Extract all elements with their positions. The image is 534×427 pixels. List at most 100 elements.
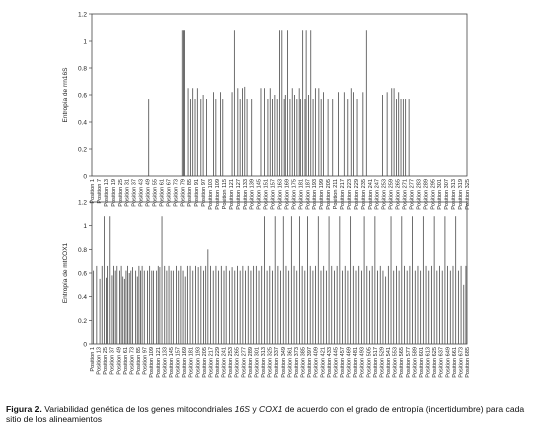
x-tick-label: Position 505 — [366, 347, 372, 378]
x-tick-label: Position 145 — [169, 347, 175, 378]
x-tick-label: Position 157 — [271, 179, 277, 210]
x-tick-label: Position 61 — [159, 179, 165, 207]
x-tick-label: Position 19 — [111, 179, 117, 207]
y-axis-label: Entropía de rrn16S — [62, 67, 69, 123]
x-tick-label: Position 553 — [393, 347, 399, 378]
x-tick-label: Position 121 — [229, 179, 235, 210]
x-tick-label: Position 49 — [146, 179, 152, 207]
x-tick-label: Position 97 — [201, 179, 207, 207]
x-tick-label: Position 25 — [103, 347, 109, 375]
x-tick-label: Position 277 — [409, 179, 415, 210]
x-tick-label: Position 649 — [445, 347, 451, 378]
x-tick-label: Position 1 — [90, 347, 96, 372]
x-tick-label: Position 109 — [149, 347, 155, 378]
x-tick-label: Position 127 — [236, 179, 242, 210]
caption-label: Figura 2. — [6, 404, 42, 414]
x-tick-label: Position 217 — [340, 179, 346, 210]
y-tick-label: 0.4 — [78, 120, 87, 127]
y-tick-label: 0.4 — [78, 294, 87, 301]
x-tick-label: Position 49 — [116, 347, 122, 375]
y-tick-label: 0.8 — [78, 247, 87, 254]
plot-frame — [91, 201, 468, 345]
caption-text-2: y — [249, 404, 260, 414]
y-tick-label: 0.6 — [78, 93, 87, 100]
x-tick-label: Position 193 — [312, 179, 318, 210]
x-tick-label: Position 313 — [261, 347, 267, 378]
x-tick-label: Position 43 — [139, 179, 145, 207]
chart-cox1: 0 0.2 0.4 0.6 0.8 1 1.2 Entropía de mtCOX1 Posit… — [62, 200, 471, 378]
x-tick-label: Position 79 — [180, 179, 186, 207]
x-tick-label: Position 637 — [439, 347, 445, 378]
x-tick-label: Position 325 — [465, 179, 471, 210]
x-tick-label: Position 529 — [379, 347, 385, 378]
x-tick-label: Position 13 — [104, 179, 110, 207]
caption-gene-cox1: COX1 — [259, 404, 283, 414]
x-tick-label: Position 565 — [399, 347, 405, 378]
x-tick-label: Position 265 — [235, 347, 241, 378]
x-tick-label: Position 493 — [360, 347, 366, 378]
x-tick-label: Position 445 — [333, 347, 339, 378]
x-tick-label: Position 163 — [278, 179, 284, 210]
x-tick-label: Position 685 — [465, 347, 471, 378]
x-tick-label: Position 7 — [97, 179, 103, 204]
x-tick-label: Position 247 — [375, 179, 381, 210]
x-tick-label: Position 541 — [386, 347, 392, 378]
x-tick-label: Position 469 — [347, 347, 353, 378]
figure-caption: Figura 2. Variabilidad genética de los g… — [6, 404, 530, 424]
x-tick-label: Position 301 — [254, 347, 260, 378]
x-tick-label: Position 55 — [153, 179, 159, 207]
y-tick-label: 1.2 — [78, 12, 87, 19]
x-tick-label: Position 217 — [208, 347, 214, 378]
x-tick-label: Position 577 — [406, 347, 412, 378]
caption-text-3: de acuerdo con el grado de entropía (inc… — [6, 404, 525, 424]
x-tick-label: Position 421 — [320, 347, 326, 378]
x-tick-label: Position 517 — [373, 347, 379, 378]
x-tick-label: Position 481 — [353, 347, 359, 378]
x-tick-label: Position 67 — [166, 179, 172, 207]
x-tick-label: Position 73 — [129, 347, 135, 375]
x-tick-label: Position 193 — [195, 347, 201, 378]
y-axis-label: Entropía de mtCOX1 — [62, 242, 69, 303]
x-tick-label: Position 31 — [125, 179, 131, 207]
x-tick-label: Position 241 — [368, 179, 374, 210]
x-tick-label: Position 229 — [354, 179, 360, 210]
x-tick-label: Position 283 — [416, 179, 422, 210]
x-tick-label: Position 253 — [382, 179, 388, 210]
x-tick-label: Position 625 — [432, 347, 438, 378]
y-tick-label: 0.2 — [78, 147, 87, 154]
x-tick-label: Position 259 — [389, 179, 395, 210]
x-tick-label: Position 265 — [396, 179, 402, 210]
y-tick-label: 0.2 — [78, 318, 87, 325]
x-tick-label: Position 361 — [287, 347, 293, 378]
x-tick-label: Position 181 — [189, 347, 195, 378]
x-tick-label: Position 205 — [202, 347, 208, 378]
x-tick-label: Position 85 — [187, 179, 193, 207]
x-tick-label: Position 433 — [327, 347, 333, 378]
caption-text-1: Variabilidad genética de los genes mitoc… — [41, 404, 235, 414]
y-tick-label: 1.2 — [78, 200, 87, 207]
y-tick-label: 0.6 — [78, 271, 87, 278]
x-tick-label: Position 409 — [314, 347, 320, 378]
y-tick-label: 1 — [83, 223, 87, 230]
x-tick-label: Position 175 — [291, 179, 297, 210]
x-tick-label: Position 253 — [228, 347, 234, 378]
chart-16s: 0 0.2 0.4 0.6 0.8 1 1.2 Entropía de rrn16S Posit… — [62, 12, 471, 210]
x-tick-label: Position 169 — [284, 179, 290, 210]
x-tick-label: Position 25 — [118, 179, 124, 207]
x-tick-label: Position 301 — [437, 179, 443, 210]
x-tick-label: Position 73 — [173, 179, 179, 207]
x-tick-label: Position 277 — [241, 347, 247, 378]
x-tick-label: Position 349 — [281, 347, 287, 378]
x-tick-label: Position 457 — [340, 347, 346, 378]
x-tick-label: Position 85 — [136, 347, 142, 375]
x-tick-label: Position 289 — [248, 347, 254, 378]
x-tick-label: Position 373 — [294, 347, 300, 378]
x-tick-label: Position 337 — [274, 347, 280, 378]
x-tick-label: Position 613 — [426, 347, 432, 378]
x-tick-label: Position 397 — [307, 347, 313, 378]
caption-gene-16s: 16S — [234, 404, 250, 414]
x-tick-label: Position 601 — [419, 347, 425, 378]
x-tick-label: Position 223 — [347, 179, 353, 210]
x-tick-label: Position 313 — [451, 179, 457, 210]
x-tick-label: Position 319 — [458, 179, 464, 210]
